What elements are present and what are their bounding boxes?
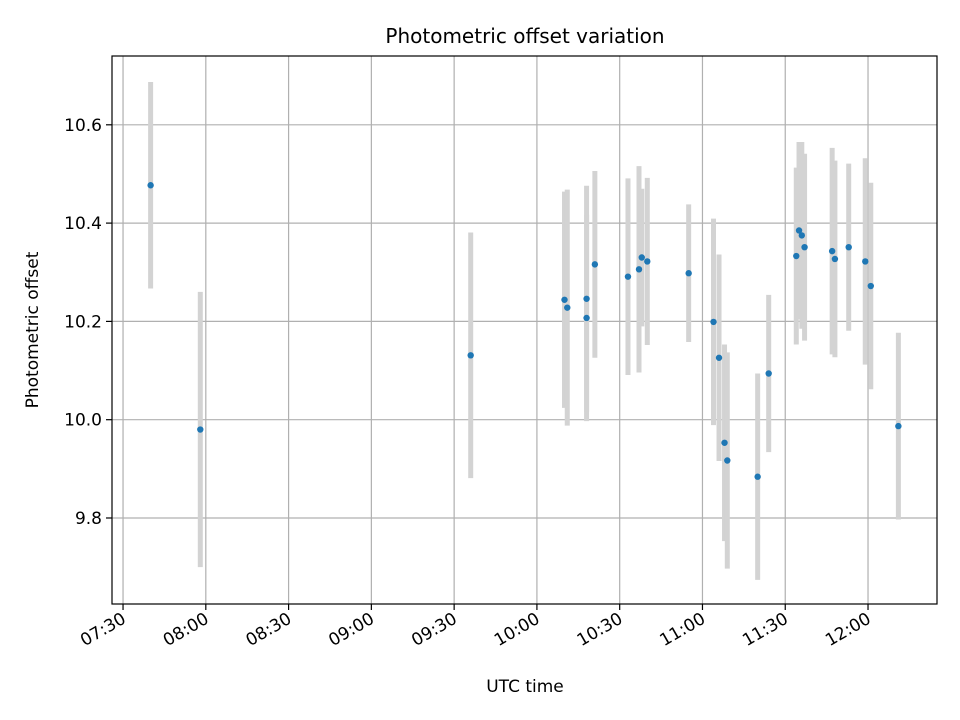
y-tick-label: 10.4 [64, 214, 102, 234]
data-point [467, 352, 474, 359]
data-point [561, 296, 568, 303]
data-point [624, 273, 632, 280]
data-point [564, 304, 571, 311]
y-tick-label: 9.8 [75, 509, 102, 529]
data-point [795, 227, 803, 234]
data-point [801, 243, 808, 251]
data-point [721, 439, 728, 446]
data-point [644, 258, 651, 265]
data-point [831, 255, 839, 263]
chart-title: Photometric offset variation [385, 24, 664, 48]
data-point [583, 314, 590, 322]
data-point [685, 270, 692, 277]
data-point [583, 295, 590, 302]
data-point [635, 266, 643, 273]
data-point [867, 282, 874, 290]
x-axis-label: UTC time [486, 677, 564, 697]
data-point [828, 247, 836, 255]
data-point [715, 354, 723, 361]
y-tick-label: 10.2 [64, 312, 102, 332]
data-point [862, 258, 869, 265]
data-point [147, 182, 154, 189]
data-point [765, 370, 772, 377]
data-point [754, 473, 761, 480]
y-tick-label: 10.0 [64, 411, 102, 431]
data-point [197, 426, 204, 433]
y-tick-label: 10.6 [64, 116, 102, 136]
plot-frame [111, 55, 938, 605]
data-point [638, 254, 645, 261]
data-point [591, 261, 599, 268]
data-point [798, 232, 805, 239]
y-axis-label: Photometric offset [23, 251, 43, 408]
data-points [147, 182, 902, 480]
data-point [710, 318, 717, 326]
data-point [845, 243, 852, 251]
y-axis: 9.8 10.0 10.2 10.4 10.6 [64, 116, 112, 529]
data-point [793, 252, 800, 260]
data-point [895, 422, 902, 430]
data-point [724, 457, 731, 464]
